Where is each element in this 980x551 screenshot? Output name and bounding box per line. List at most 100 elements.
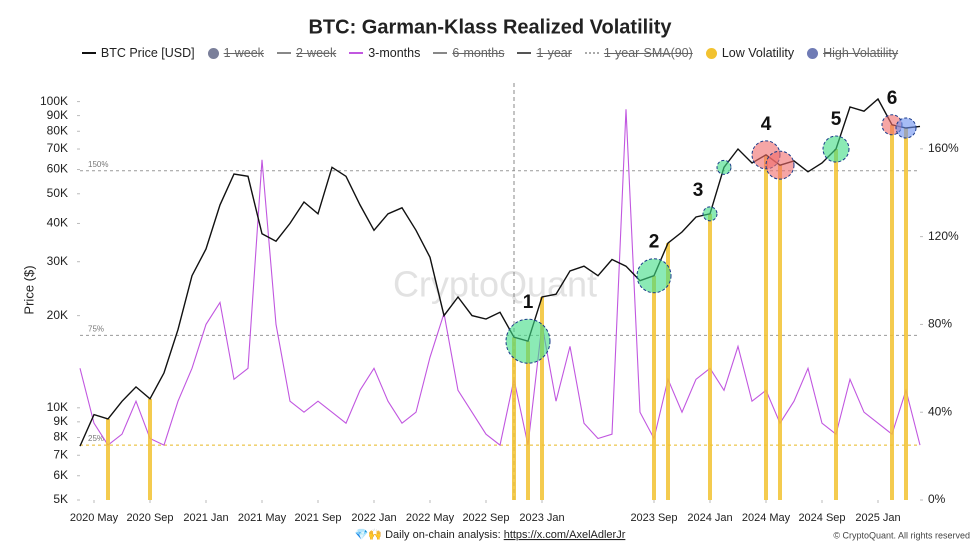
watermark: CryptoQuant: [393, 264, 597, 305]
low-volatility-bar: [512, 337, 516, 500]
y-tick-label: 60K: [47, 162, 68, 176]
y-tick-label: 7K: [53, 447, 68, 461]
y2-tick-label: 0%: [928, 492, 946, 506]
legend-item[interactable]: 3-months: [349, 46, 420, 60]
y2-tick-label: 80%: [928, 317, 952, 331]
x-tick-label: 2021 Sep: [294, 512, 341, 524]
y-tick-label: 30K: [47, 254, 68, 268]
annotation-label: 3: [693, 180, 704, 201]
legend-symbol: [433, 52, 448, 54]
y-tick-label: 9K: [53, 414, 68, 428]
low-volatility-bar: [834, 149, 838, 500]
legend-item[interactable]: 1-year: [517, 46, 572, 60]
x-tick-label: 2023 Sep: [630, 512, 677, 524]
legend-label: 1-year: [536, 46, 572, 60]
footer-link[interactable]: https://x.com/AxelAdlerJr: [504, 529, 626, 541]
legend-symbol: [349, 52, 364, 54]
low-volatility-bar: [148, 398, 152, 500]
annotation-label: 1: [523, 292, 534, 313]
legend-symbol: [705, 47, 717, 59]
legend-item[interactable]: High Volatility: [807, 46, 898, 60]
reference-label: 75%: [88, 325, 104, 334]
legend-label: 1-week: [223, 46, 264, 60]
low-volatility-bar: [106, 418, 110, 500]
legend-symbol: [276, 52, 291, 54]
footer: 💎🙌 Daily on-chain analysis: https://x.co…: [355, 528, 626, 541]
reference-label: 25%: [88, 434, 104, 443]
y-tick-label: 10K: [47, 400, 68, 414]
annotation-circle: [702, 206, 718, 222]
x-tick-label: 2022 Sep: [462, 512, 509, 524]
legend-item[interactable]: BTC Price [USD]: [81, 46, 195, 60]
annotation-circle: [822, 135, 850, 163]
legend-symbol: [584, 52, 599, 54]
copyright: © CryptoQuant. All rights reserved: [833, 530, 970, 540]
y2-tick-label: 120%: [928, 229, 959, 243]
low-volatility-bar: [708, 213, 712, 501]
legend-item[interactable]: Low Volatility: [705, 46, 795, 60]
low-volatility-bar: [666, 243, 670, 500]
y2-tick-label: 40%: [928, 404, 952, 418]
legend-symbol: [207, 47, 219, 59]
x-tick-label: 2021 May: [238, 512, 287, 524]
y-tick-label: 70K: [47, 141, 68, 155]
x-tick-label: 2020 May: [70, 512, 119, 524]
y-tick-label: 40K: [47, 216, 68, 230]
x-tick-label: 2024 Jan: [687, 512, 732, 524]
x-tick-label: 2023 Jan: [519, 512, 564, 524]
y-axis-label: Price ($): [21, 265, 36, 314]
legend-label: High Volatility: [823, 46, 899, 60]
legend: BTC Price [USD] 1-week 2-week 3-months 6-mon…: [0, 46, 980, 60]
y-tick-label: 8K: [53, 430, 68, 444]
x-tick-label: 2022 May: [406, 512, 455, 524]
annotation-label: 6: [887, 88, 898, 109]
x-tick-label: 2025 Jan: [855, 512, 900, 524]
legend-label: 6-months: [452, 46, 505, 60]
low-volatility-bar: [890, 124, 894, 500]
legend-label: 2-week: [295, 46, 337, 60]
y-tick-label: 80K: [47, 123, 68, 137]
y-tick-label: 5K: [53, 492, 68, 506]
low-volatility-bar: [652, 275, 656, 500]
legend-label: 1-year-SMA(90): [603, 46, 693, 60]
footer-text: 💎🙌 Daily on-chain analysis:: [355, 528, 501, 541]
x-tick-label: 2022 Jan: [351, 512, 396, 524]
annotation-label: 5: [831, 109, 842, 130]
legend-symbol: [81, 52, 96, 54]
x-tick-label: 2020 Sep: [126, 512, 173, 524]
y2-tick-label: 160%: [928, 141, 959, 155]
legend-symbol: [807, 47, 819, 59]
annotation-circle: [636, 258, 672, 294]
x-tick-label: 2024 Sep: [798, 512, 845, 524]
reference-label: 150%: [88, 160, 108, 169]
low-volatility-bar: [778, 165, 782, 500]
annotation-circle: [716, 159, 732, 175]
legend-label: Low Volatility: [721, 46, 795, 60]
low-volatility-bar: [904, 127, 908, 501]
x-tick-label: 2024 May: [742, 512, 791, 524]
legend-label: 3-months: [368, 46, 421, 60]
y-tick-label: 50K: [47, 186, 68, 200]
low-volatility-bar: [526, 341, 530, 500]
legend-item[interactable]: 1-week: [207, 46, 264, 60]
low-volatility-bar: [764, 154, 768, 501]
legend-symbol: [517, 52, 532, 54]
y-tick-label: 20K: [47, 308, 68, 322]
legend-label: BTC Price [USD]: [100, 46, 195, 60]
y-tick-label: 90K: [47, 108, 68, 122]
annotation-circle: [895, 117, 917, 139]
annotation-circle: [505, 318, 551, 364]
low-volatility-bar: [540, 297, 544, 500]
legend-item[interactable]: 2-week: [276, 46, 337, 60]
y-tick-label: 6K: [53, 468, 68, 482]
x-tick-label: 2021 Jan: [183, 512, 228, 524]
legend-item[interactable]: 6-months: [433, 46, 504, 60]
annotation-circle: [765, 150, 795, 180]
annotation-label: 4: [761, 114, 772, 135]
y-tick-label: 100K: [40, 94, 68, 108]
legend-item[interactable]: 1-year-SMA(90): [584, 46, 693, 60]
annotation-label: 2: [649, 232, 660, 253]
chart-title: BTC: Garman-Klass Realized Volatility: [308, 16, 672, 38]
